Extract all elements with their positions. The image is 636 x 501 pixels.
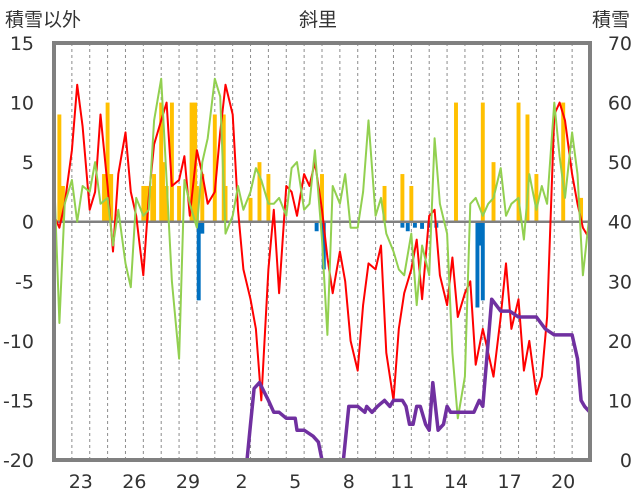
precip-bar <box>200 174 205 222</box>
precip-bar <box>516 102 521 222</box>
series-line-2 <box>53 77 591 420</box>
x-tick-label: 11 <box>390 471 414 493</box>
precip-bar <box>102 174 106 222</box>
x-tick-label: 14 <box>444 471 468 493</box>
x-tick-label: 17 <box>498 471 522 493</box>
precip-bar <box>409 185 414 222</box>
precip-bar <box>223 185 228 222</box>
precip-bar <box>196 221 201 301</box>
precip-bar <box>169 102 174 222</box>
precip-bar <box>161 162 165 222</box>
precip-bar <box>200 221 205 234</box>
precip-bar <box>194 185 199 222</box>
precip-bar <box>152 174 157 222</box>
precip-bar <box>382 185 387 222</box>
series <box>53 77 592 462</box>
precip-bar <box>266 174 271 222</box>
precip-bar <box>454 102 458 222</box>
y-left-tick-label: 10 <box>10 93 34 115</box>
y-left-tick-label: 5 <box>22 152 34 174</box>
left-y-axis: 15 10 5 0 -5 -10 -15 -20 <box>3 33 34 472</box>
y-right-tick-label: 30 <box>608 271 632 293</box>
precip-bar <box>257 162 262 222</box>
precip-bar <box>420 221 425 229</box>
precip-bar <box>561 102 566 222</box>
series-line-3 <box>54 297 592 462</box>
precip-bar <box>164 185 169 222</box>
y-left-tick-label: -20 <box>3 450 34 472</box>
x-tick-label: 20 <box>551 471 575 493</box>
y-right-tick-label: 0 <box>620 450 632 472</box>
precip-bar <box>248 197 253 222</box>
x-tick-label: 26 <box>122 471 146 493</box>
precip-bar <box>477 221 482 246</box>
y-left-tick-label: 0 <box>22 212 34 234</box>
x-tick-label: 8 <box>343 471 355 493</box>
y-right-tick-label: 10 <box>608 390 632 412</box>
precip-bar <box>405 221 410 232</box>
precip-bar <box>109 174 114 222</box>
precip-bar <box>177 185 182 222</box>
chart-title: 斜里 <box>299 9 337 31</box>
precip-bar <box>400 221 405 228</box>
precip-bar <box>491 162 496 222</box>
precip-bar <box>141 185 146 222</box>
plot-frame <box>52 41 592 462</box>
precip-bar <box>314 221 319 232</box>
precip-bar <box>320 174 324 222</box>
precip-bar <box>400 174 405 222</box>
y-left-tick-label: -15 <box>3 390 34 412</box>
y-right-tick-label: 20 <box>608 331 632 353</box>
x-tick-label: 2 <box>236 471 248 493</box>
x-tick-label: 5 <box>289 471 301 493</box>
precip-bar <box>412 221 417 228</box>
precip-bar <box>212 114 217 222</box>
left-axis-label: 積雪以外 <box>5 9 81 31</box>
precip-bar <box>480 102 485 222</box>
x-tick-label: 23 <box>69 471 93 493</box>
y-right-tick-label: 60 <box>608 93 632 115</box>
y-right-tick-label: 70 <box>608 33 632 55</box>
precip-bar <box>534 174 539 222</box>
x-axis: 23 26 29 2 5 8 11 14 17 20 <box>69 471 576 493</box>
right-axis-label: 積雪 <box>592 9 630 31</box>
precip-bar <box>480 221 485 301</box>
precip-bar <box>60 185 65 222</box>
y-left-tick-label: 15 <box>10 33 34 55</box>
x-tick-label: 29 <box>176 471 200 493</box>
y-left-tick-label: -10 <box>3 331 34 353</box>
y-right-tick-label: 50 <box>608 152 632 174</box>
precip-bar <box>525 114 530 222</box>
precip-bar <box>321 221 326 270</box>
precip-bar <box>57 114 62 222</box>
y-right-tick-label: 40 <box>608 212 632 234</box>
right-y-axis: 70 60 50 40 30 20 10 0 <box>608 33 632 472</box>
series-line-1 <box>53 83 591 402</box>
y-left-tick-label: -5 <box>15 271 34 293</box>
precip-bar <box>144 185 149 222</box>
precip-bar <box>105 102 110 222</box>
precip-bar <box>579 197 584 222</box>
precip-bar <box>475 221 480 308</box>
